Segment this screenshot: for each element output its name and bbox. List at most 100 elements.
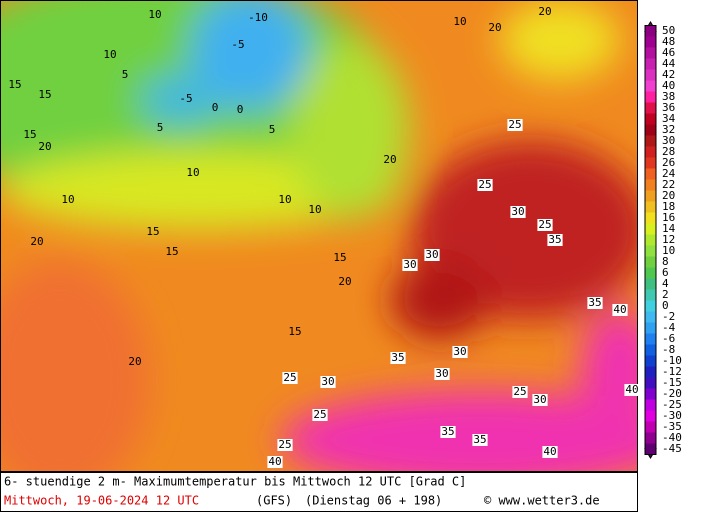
colorbar-label: -35 [662, 420, 682, 433]
map-label: 25 [478, 178, 491, 191]
colorbar-label: 50 [662, 24, 675, 37]
colorbar-label: -40 [662, 431, 682, 444]
colorbar-label: 42 [662, 68, 675, 81]
colorbar-cell [645, 311, 656, 323]
colorbar-label: 48 [662, 35, 675, 48]
map-label: -10 [248, 11, 268, 24]
colorbar-cell [645, 168, 656, 180]
colorbar-label: -4 [662, 321, 676, 334]
map-label: 20 [488, 21, 501, 34]
colorbar-label: 44 [662, 57, 676, 70]
map-label: 30 [511, 205, 524, 218]
map-label: 35 [441, 425, 454, 438]
map-label: 25 [313, 408, 326, 421]
colorbar-label: 26 [662, 156, 675, 169]
map-label: 20 [30, 235, 43, 248]
colorbar-cell [645, 91, 656, 103]
map-label: 40 [625, 383, 638, 396]
footer-box [0, 472, 638, 512]
colorbar-label: 30 [662, 134, 675, 147]
colorbar-label: 28 [662, 145, 675, 158]
colorbar-cell [645, 443, 656, 455]
map-label: 30 [425, 248, 438, 261]
colorbar-label: 34 [662, 112, 676, 125]
colorbar-cell [645, 399, 656, 411]
label-box [267, 456, 283, 468]
map-label: 15 [23, 128, 36, 141]
label-box [587, 297, 603, 309]
map-label: -5 [231, 38, 244, 51]
label-box [542, 446, 558, 458]
colorbar-label: 40 [662, 79, 675, 92]
colorbar-label: 4 [662, 277, 669, 290]
map-label: 15 [165, 245, 178, 258]
map-label: 15 [8, 78, 21, 91]
map-label: 40 [613, 303, 626, 316]
colorbar-label: 24 [662, 167, 676, 180]
label-box [532, 394, 548, 406]
colorbar-cell [645, 278, 656, 290]
colorbar-cell [645, 25, 656, 37]
map-label: 35 [391, 351, 404, 364]
colorbar-cell [645, 113, 656, 125]
map-label: 15 [38, 88, 51, 101]
map-label: 15 [288, 325, 301, 338]
map [0, 0, 638, 472]
colorbar-label: 0 [662, 299, 669, 312]
label-box [507, 119, 523, 131]
colorbar-cell [645, 47, 656, 59]
label-box [452, 346, 468, 358]
colorbar-label: 14 [662, 222, 676, 235]
colorbar-cell [645, 146, 656, 158]
colorbar-label: 22 [662, 178, 675, 191]
colorbar-label: -2 [662, 310, 675, 323]
label-box [277, 439, 293, 451]
map-label: 35 [473, 433, 486, 446]
colorbar-cell [645, 410, 656, 422]
colorbar-cell [645, 322, 656, 334]
colorbar-cell [645, 432, 656, 444]
map-label: 25 [538, 218, 551, 231]
map-label: 20 [38, 140, 51, 153]
colorbar-cell [645, 157, 656, 169]
colorbar-label: -20 [662, 387, 682, 400]
colorbar-cell [645, 124, 656, 136]
map-label: 15 [333, 251, 346, 264]
colorbar-label: -30 [662, 409, 682, 422]
label-box [312, 409, 328, 421]
map-label: 20 [338, 275, 351, 288]
colorbar-cell [645, 388, 656, 400]
map-label: 30 [435, 367, 448, 380]
colorbar-label: -45 [662, 442, 682, 455]
map-label: 25 [283, 371, 296, 384]
colorbar-cell [645, 355, 656, 367]
map-label: 10 [453, 15, 466, 28]
colorbar-label: -8 [662, 343, 675, 356]
map-label: 0 [237, 103, 244, 116]
colorbar-label: -15 [662, 376, 682, 389]
label-box [547, 234, 563, 246]
colorbar-cell [645, 36, 656, 48]
colorbar-label: 36 [662, 101, 675, 114]
map-label: 5 [269, 123, 276, 136]
map-label: 30 [453, 345, 466, 358]
map-label: 40 [543, 445, 556, 458]
label-box [472, 434, 488, 446]
label-box [537, 219, 553, 231]
label-box [434, 368, 450, 380]
label-box [402, 259, 418, 271]
map-label: 30 [403, 258, 416, 271]
colorbar-label: 38 [662, 90, 675, 103]
label-box [512, 386, 528, 398]
map-label: 0 [212, 101, 219, 114]
colorbar-cell [645, 245, 656, 257]
map-label: 10 [308, 203, 321, 216]
colorbar-cell [645, 234, 656, 246]
colorbar-label: 46 [662, 46, 675, 59]
colorbar-cell [645, 344, 656, 356]
colorbar-frame [644, 25, 657, 455]
map-label: 10 [61, 193, 74, 206]
colorbar-cell [645, 190, 656, 202]
label-box [440, 426, 456, 438]
